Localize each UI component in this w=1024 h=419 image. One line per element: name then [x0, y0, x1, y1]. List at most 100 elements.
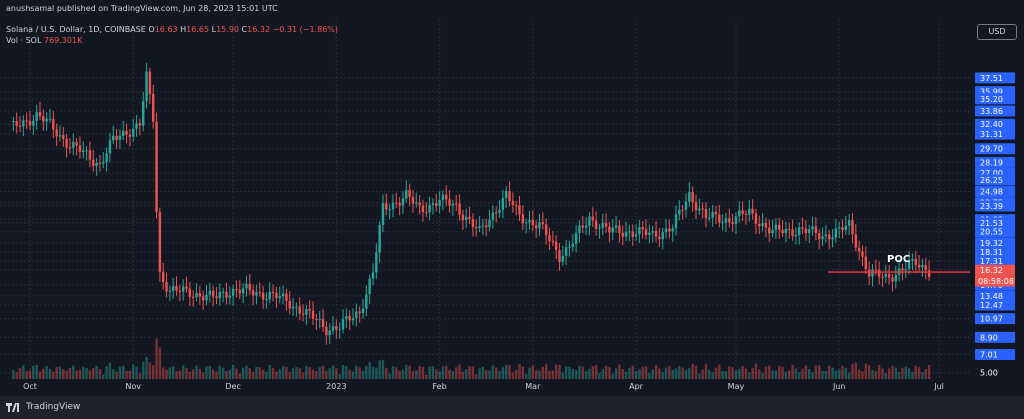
volume-bar — [171, 366, 175, 379]
candle-body — [864, 256, 868, 270]
volume-bar — [315, 370, 318, 379]
candle-body — [564, 247, 568, 257]
candle-body — [68, 147, 72, 149]
currency-badge[interactable]: USD — [977, 24, 1017, 40]
candle-body — [421, 205, 425, 213]
volume-bar — [152, 365, 155, 379]
volume-bar — [658, 368, 661, 379]
candle-body — [378, 224, 381, 253]
volume-bar — [72, 365, 75, 379]
candle-body — [584, 225, 588, 228]
volume-bar — [574, 370, 578, 379]
candle-body — [122, 130, 125, 136]
volume-bar — [475, 374, 478, 379]
candle-body — [661, 232, 664, 240]
volume-bar — [581, 366, 584, 379]
volume-bar — [897, 372, 901, 379]
candle-body — [884, 274, 888, 277]
close-value: 16.32 — [247, 25, 271, 34]
candle-body — [225, 291, 228, 298]
volume-bar — [554, 364, 558, 379]
candle-body — [258, 292, 261, 294]
candle-body — [142, 101, 145, 126]
volume-bar — [831, 367, 834, 379]
candle-body — [165, 282, 168, 292]
candle-body — [668, 228, 671, 232]
candle-body — [215, 296, 218, 299]
candle-body — [321, 318, 325, 327]
volume-bar — [594, 365, 598, 379]
candle-body — [12, 121, 15, 123]
symbol-title[interactable]: Solana / U.S. Dollar, 1D, COINBASE — [6, 25, 146, 34]
candle-body — [261, 292, 265, 300]
volume-bar — [211, 369, 215, 379]
high-value: 16.65 — [186, 25, 210, 34]
candle-body — [658, 236, 661, 240]
candle-body — [718, 214, 721, 223]
volume-bar — [811, 372, 814, 379]
volume-bar — [568, 366, 571, 379]
volume-bar — [701, 369, 704, 379]
candle-body — [604, 222, 608, 227]
volume-bar — [188, 371, 192, 379]
volume-bar — [285, 366, 288, 379]
volume-bar — [871, 369, 874, 379]
price-label: 5.00 — [980, 369, 998, 378]
candle-body — [105, 153, 108, 162]
volume-bar — [551, 370, 555, 379]
candle-body — [744, 213, 748, 215]
candle-body — [365, 294, 368, 309]
volume-bar — [22, 365, 25, 379]
volume-bar — [311, 369, 315, 379]
volume-bar — [458, 364, 461, 379]
volume-bar — [162, 367, 165, 379]
volume-bar — [68, 368, 72, 379]
candle-body — [538, 222, 541, 229]
volume-bar — [881, 368, 884, 379]
volume-bar — [714, 367, 718, 379]
candle-body — [791, 229, 794, 237]
volume-bar — [428, 366, 431, 379]
candle-body — [544, 224, 548, 236]
volume-bar — [295, 367, 298, 379]
volume-bar — [584, 370, 588, 379]
candle-body — [305, 309, 308, 315]
candle-body — [98, 162, 102, 164]
candle-body — [108, 140, 112, 154]
candle-body — [808, 229, 811, 234]
price-label: 8.90 — [980, 333, 998, 342]
candle-body — [115, 135, 118, 140]
candle-body — [251, 290, 255, 296]
candle-body — [631, 231, 634, 237]
candle-body — [554, 241, 558, 250]
volume-bar — [601, 368, 604, 379]
price-label: 7.01 — [980, 351, 998, 360]
candle-body — [185, 286, 188, 289]
volume-bar — [201, 372, 205, 379]
candle-body — [871, 269, 874, 277]
time-label: Jun — [832, 382, 846, 391]
volume-bar — [738, 368, 741, 379]
candle-body — [221, 291, 225, 293]
volume-bar — [385, 367, 388, 379]
volume-bar — [764, 366, 768, 379]
volume-label[interactable]: Vol · SOL — [6, 36, 42, 45]
volume-bar — [448, 369, 451, 379]
candle-body — [62, 135, 65, 139]
tradingview-logo[interactable]: TradingView — [6, 402, 80, 412]
price-label: 35.20 — [980, 95, 1003, 104]
volume-bar — [927, 364, 931, 379]
candle-body — [475, 227, 478, 229]
candle-body — [558, 249, 561, 262]
volume-bar — [88, 370, 92, 379]
volume-bar — [917, 366, 921, 379]
candle-body — [891, 277, 894, 282]
volume-bar — [441, 366, 445, 379]
candle-body — [611, 227, 614, 233]
candle-body — [518, 205, 521, 215]
candle-body — [18, 125, 22, 127]
candle-body — [135, 123, 138, 129]
volume-bar — [921, 371, 924, 379]
candle-body — [211, 290, 215, 297]
